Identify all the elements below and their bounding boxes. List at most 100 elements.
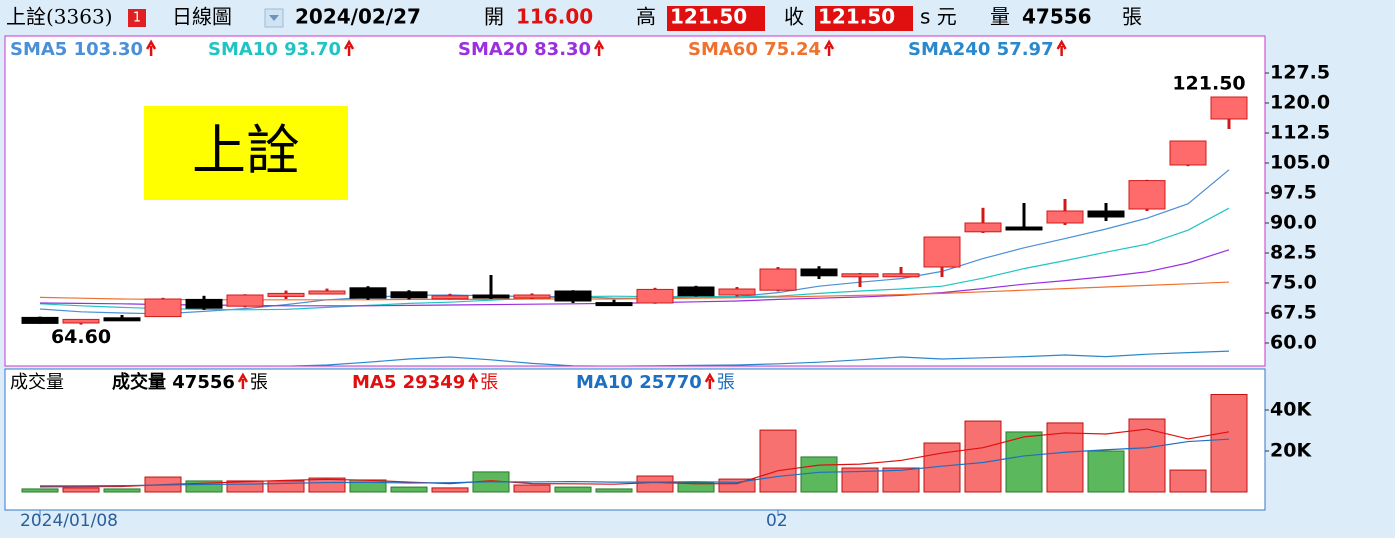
volume-bar xyxy=(554,486,592,493)
legend-name: SMA240 xyxy=(908,39,990,60)
ma-line xyxy=(39,207,1230,311)
close-value: 121.50 xyxy=(818,5,895,29)
legend-value: 103.30 xyxy=(74,39,143,60)
volume-bar xyxy=(1046,422,1084,493)
y-tick-label: 127.5 xyxy=(1270,62,1330,84)
badge: 1 xyxy=(133,11,141,26)
volume-legend: MA10 25770 xyxy=(576,372,702,393)
high-label: 121.50 xyxy=(1172,73,1245,95)
y-tick-label: 20K xyxy=(1270,440,1312,462)
y-tick-label: 67.5 xyxy=(1270,302,1317,324)
y-tick-label: 60.0 xyxy=(1270,332,1317,354)
legend-name: MA5 xyxy=(352,372,396,393)
legend-unit: 張 xyxy=(250,372,268,393)
y-tick-label: 112.5 xyxy=(1270,122,1330,144)
y-tick-label: 40K xyxy=(1270,399,1312,421)
volume-bar xyxy=(636,475,674,493)
y-tick-label: 90.0 xyxy=(1270,212,1317,234)
candle-body xyxy=(1169,140,1207,166)
volume-ma-line xyxy=(39,428,1230,488)
stock-name: 上詮(3363) xyxy=(6,5,113,29)
volume-bar xyxy=(882,467,920,493)
open-label: 開 xyxy=(484,5,504,29)
volume-bar xyxy=(800,456,838,493)
legend-entry: SMA60 75.24 xyxy=(688,39,821,60)
volume-label: 量 xyxy=(990,5,1010,29)
legend-value: 83.30 xyxy=(534,39,591,60)
legend-name: SMA20 xyxy=(458,39,528,60)
volume-bar xyxy=(1087,450,1125,493)
candle-body xyxy=(308,290,346,295)
high-label: 高 xyxy=(636,5,656,29)
volume-bar xyxy=(677,482,715,493)
up-arrow xyxy=(468,372,479,389)
y-tick-label: 82.5 xyxy=(1270,242,1317,264)
watermark-box xyxy=(144,106,348,200)
up-arrow xyxy=(1056,39,1067,56)
candle-body xyxy=(21,316,59,324)
candle-body xyxy=(144,298,182,318)
legend-value: 93.70 xyxy=(284,39,341,60)
volume-legend: 成交量 47556 xyxy=(112,371,235,393)
date: 2024/02/27 xyxy=(295,5,421,29)
candle-body xyxy=(923,236,961,268)
price-pane xyxy=(4,35,1266,367)
candle-body xyxy=(964,222,1002,233)
close-box xyxy=(815,6,913,31)
volume-bar xyxy=(267,480,305,493)
volume-bar xyxy=(1210,394,1248,493)
volume-bar xyxy=(759,429,797,493)
legend-entry: SMA20 83.30 xyxy=(458,39,591,60)
candle-body xyxy=(636,288,674,304)
dropdown-arrow xyxy=(269,15,279,21)
volume-bar xyxy=(226,480,264,493)
x-tick-label: 02 xyxy=(766,511,788,531)
period: 日線圖 xyxy=(172,5,232,29)
candle-body xyxy=(595,302,633,307)
volume-bar xyxy=(595,488,633,493)
volume-bar xyxy=(21,488,59,493)
volume-bar xyxy=(841,467,879,493)
legend-entry: SMA10 93.70 xyxy=(208,39,341,60)
volume-bar xyxy=(1005,431,1043,493)
candle-body xyxy=(513,294,551,299)
volume-bar xyxy=(390,486,428,493)
up-arrow xyxy=(237,372,248,389)
y-tick-label: 105.0 xyxy=(1270,152,1330,174)
legend-name: SMA60 xyxy=(688,39,758,60)
up-arrow xyxy=(593,39,605,56)
open-value: 116.00 xyxy=(516,5,593,29)
y-tick-label: 75.0 xyxy=(1270,272,1317,294)
legend-value: 29349 xyxy=(403,372,466,393)
volume-bar xyxy=(185,480,223,493)
volume-bar xyxy=(103,488,141,493)
volume-unit: 張 xyxy=(1122,5,1142,29)
volume-bar xyxy=(349,479,387,493)
volume-bar xyxy=(1128,418,1166,493)
candle-body xyxy=(1210,96,1248,120)
high-value: 121.50 xyxy=(670,5,747,29)
volume-bar xyxy=(964,420,1002,493)
legend-unit: 張 xyxy=(480,372,498,393)
candle-body xyxy=(1128,180,1166,210)
candle-body xyxy=(554,290,592,302)
candle-body xyxy=(677,286,715,297)
volume-bar xyxy=(431,487,469,493)
candle-body xyxy=(882,273,920,278)
y-tick-label: 97.5 xyxy=(1270,182,1317,204)
candle-body xyxy=(1046,210,1084,224)
candle-body xyxy=(431,295,469,300)
watermark: 上詮 xyxy=(192,119,300,182)
legend-unit: 張 xyxy=(717,372,735,393)
volume-bar xyxy=(513,484,551,493)
legend-entry: SMA5 103.30 xyxy=(10,39,143,60)
up-arrow xyxy=(343,39,355,56)
legend-name: SMA5 xyxy=(10,39,67,60)
low-label: 64.60 xyxy=(51,326,111,348)
legend-name: 成交量 xyxy=(112,371,166,393)
volume-value: 47556 xyxy=(1022,5,1092,29)
volume-legend: MA5 29349 xyxy=(352,372,465,393)
candle-body xyxy=(267,292,305,297)
